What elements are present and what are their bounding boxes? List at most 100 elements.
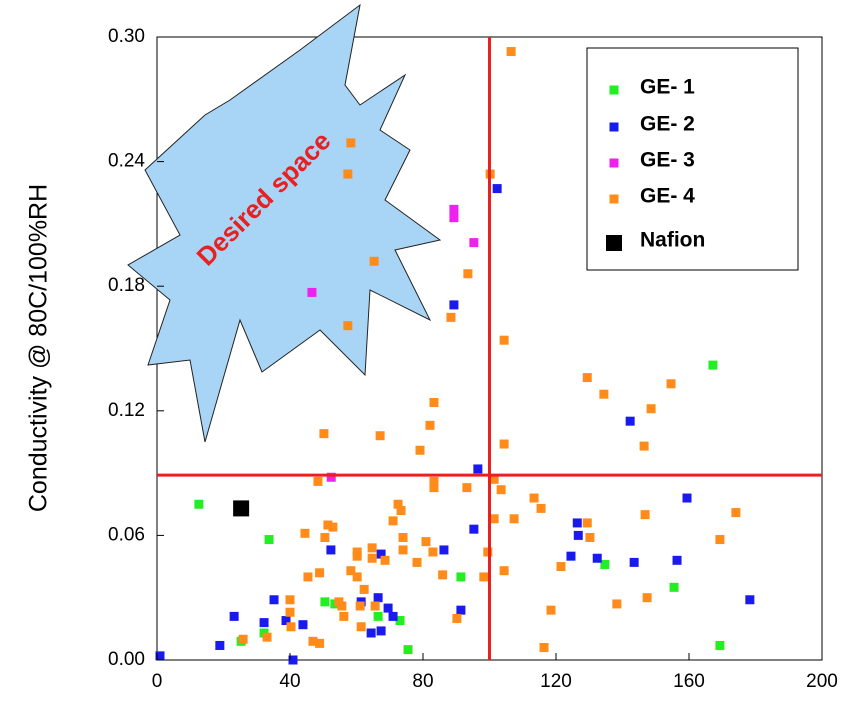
point xyxy=(452,613,462,623)
point xyxy=(155,651,165,661)
point xyxy=(300,528,310,538)
point xyxy=(469,238,479,248)
point xyxy=(233,500,250,517)
point xyxy=(388,516,398,526)
point xyxy=(640,510,650,520)
point xyxy=(715,535,725,545)
point xyxy=(393,499,403,509)
point xyxy=(323,520,333,530)
y-tick-label: 0.00 xyxy=(108,649,145,670)
point xyxy=(373,611,383,621)
point xyxy=(415,445,425,455)
point xyxy=(229,611,239,621)
point xyxy=(629,557,639,567)
point xyxy=(367,543,377,553)
point xyxy=(369,256,379,266)
point xyxy=(469,524,479,534)
point xyxy=(446,312,456,322)
point xyxy=(355,601,365,611)
point xyxy=(496,485,506,495)
legend-label: GE- 3 xyxy=(640,149,695,172)
point xyxy=(489,474,499,484)
point xyxy=(642,593,652,603)
point xyxy=(529,493,539,503)
point xyxy=(536,503,546,513)
x-tick-label: 200 xyxy=(806,671,838,692)
point xyxy=(315,568,325,578)
legend-marker xyxy=(609,194,619,204)
point xyxy=(666,379,676,389)
point xyxy=(499,335,509,345)
point xyxy=(556,562,566,572)
point xyxy=(646,404,656,414)
point xyxy=(383,603,393,613)
legend-marker xyxy=(609,122,619,132)
point xyxy=(346,566,356,576)
point xyxy=(438,570,448,580)
point xyxy=(682,493,692,503)
point xyxy=(582,518,592,528)
point xyxy=(288,655,298,665)
point xyxy=(592,553,602,563)
point xyxy=(539,643,549,653)
legend-marker xyxy=(606,235,622,251)
point xyxy=(326,472,336,482)
point xyxy=(479,572,489,582)
point xyxy=(449,204,459,214)
y-tick-label: 0.18 xyxy=(108,275,145,296)
legend-label: GE- 2 xyxy=(640,113,695,136)
point xyxy=(449,300,459,310)
point xyxy=(380,555,390,565)
point xyxy=(600,559,610,569)
point xyxy=(403,645,413,655)
point xyxy=(343,169,353,179)
point xyxy=(264,535,274,545)
point xyxy=(286,622,296,632)
point xyxy=(625,416,635,426)
point xyxy=(573,530,583,540)
point xyxy=(585,532,595,542)
point xyxy=(425,420,435,430)
point xyxy=(499,439,509,449)
point xyxy=(745,595,755,605)
legend-label: GE- 4 xyxy=(640,185,695,208)
x-tick-label: 40 xyxy=(279,671,300,692)
point xyxy=(367,553,377,563)
y-axis-label: Conductivity @ 80C/100%RH xyxy=(25,184,53,512)
point xyxy=(313,476,323,486)
point xyxy=(376,626,386,636)
y-tick-label: 0.24 xyxy=(108,151,145,172)
point xyxy=(215,640,225,650)
point xyxy=(428,547,438,557)
point xyxy=(238,634,248,644)
x-tick-label: 80 xyxy=(412,671,433,692)
point xyxy=(352,551,362,561)
point xyxy=(308,636,318,646)
point xyxy=(285,595,295,605)
y-tick-label: 0.12 xyxy=(108,400,145,421)
point xyxy=(463,269,473,279)
point xyxy=(346,138,356,148)
point xyxy=(456,605,466,615)
point xyxy=(319,429,329,439)
point xyxy=(429,483,439,493)
point xyxy=(566,551,576,561)
point xyxy=(298,620,308,630)
point xyxy=(473,464,483,474)
x-tick-label: 120 xyxy=(540,671,572,692)
legend-marker xyxy=(609,85,619,95)
point xyxy=(429,476,439,486)
point xyxy=(376,549,386,559)
point xyxy=(492,184,502,194)
x-tick-label: 160 xyxy=(673,671,705,692)
point xyxy=(320,532,330,542)
point xyxy=(320,597,330,607)
point xyxy=(439,545,449,555)
point xyxy=(449,213,459,223)
legend-box xyxy=(586,47,799,271)
point xyxy=(398,545,408,555)
point xyxy=(303,572,313,582)
point xyxy=(462,483,472,493)
point xyxy=(572,518,582,528)
